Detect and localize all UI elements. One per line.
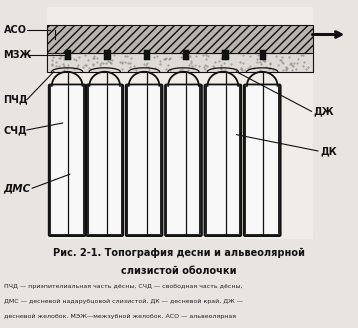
Text: ПЧД — приэпителиальная часть дёсны, СЧД — свободная часть дёсны,: ПЧД — приэпителиальная часть дёсны, СЧД … (4, 284, 242, 289)
Text: АСО: АСО (4, 25, 26, 35)
Text: Рис. 2-1. Топография десни и альвеолярной: Рис. 2-1. Топография десни и альвеолярно… (53, 248, 305, 258)
Bar (47, 53, 313, 72)
Text: ДК: ДК (320, 146, 337, 156)
Text: ПЧД: ПЧД (4, 95, 28, 105)
Bar (47, 25, 313, 53)
Bar (47, 7, 313, 239)
Bar (104, 51, 111, 60)
FancyBboxPatch shape (244, 85, 281, 236)
FancyBboxPatch shape (86, 85, 123, 236)
Bar (222, 51, 229, 60)
Text: ДЖ: ДЖ (313, 106, 334, 116)
Bar (183, 51, 189, 60)
Text: ДМС — десневой надарубцовой слизистой, ДК — десневой край, ДЖ —: ДМС — десневой надарубцовой слизистой, Д… (4, 299, 243, 304)
Text: СЧД: СЧД (4, 125, 27, 135)
Text: десневой желобок. МЭЖ—межзубной желобок. АСО — альвеолярная: десневой желобок. МЭЖ—межзубной желобок.… (4, 314, 236, 319)
FancyBboxPatch shape (204, 85, 241, 236)
Bar (65, 51, 71, 60)
Bar (144, 51, 150, 60)
Text: МЗЖ: МЗЖ (4, 51, 32, 60)
FancyBboxPatch shape (126, 85, 163, 236)
FancyBboxPatch shape (49, 85, 86, 236)
FancyBboxPatch shape (165, 85, 202, 236)
Bar (260, 51, 266, 60)
Text: слизистой оболочки: слизистой оболочки (121, 266, 237, 276)
Text: ДМС: ДМС (4, 183, 31, 193)
